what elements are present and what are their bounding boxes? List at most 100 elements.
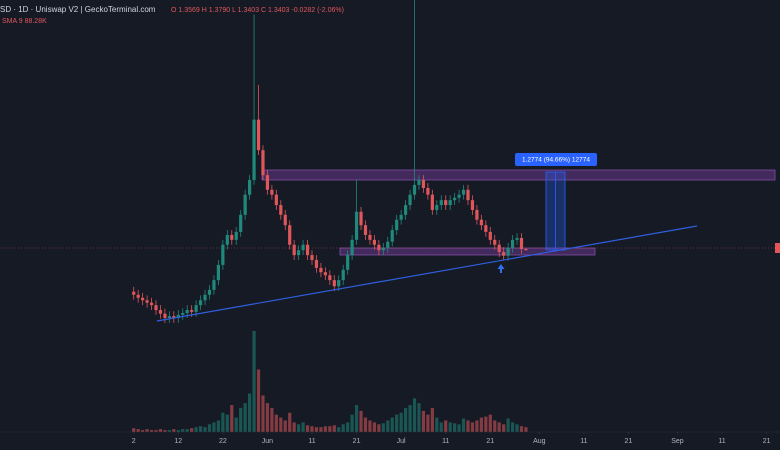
candle-body <box>475 209 479 220</box>
x-tick-label: Jun <box>262 438 273 445</box>
candle-body <box>314 259 319 268</box>
candle-body <box>372 239 376 245</box>
candle-body <box>457 194 461 198</box>
volume-bar <box>524 427 528 432</box>
candle-body <box>136 294 140 298</box>
candle-body <box>524 249 528 251</box>
volume-bar <box>404 407 408 432</box>
candle-body <box>328 275 332 281</box>
candle-body <box>163 313 167 318</box>
candle-body <box>421 180 426 188</box>
volume-bar <box>297 424 301 432</box>
volume-bar <box>386 420 390 432</box>
volume-bar <box>248 393 252 432</box>
volume-bar <box>288 412 292 432</box>
volume-bar <box>515 424 519 432</box>
candle-body <box>149 302 154 306</box>
candle-body <box>234 231 238 240</box>
candle-body <box>274 194 278 206</box>
volume-bar <box>484 416 488 432</box>
volume-bar <box>479 417 483 432</box>
candle-body <box>470 200 475 210</box>
x-tick-label: Jul <box>397 438 406 445</box>
volume-bar <box>502 424 506 432</box>
volume-bar <box>145 429 149 432</box>
candle-body <box>141 297 145 301</box>
volume-bar <box>301 422 305 432</box>
volume-bar <box>185 429 189 432</box>
candle-body <box>198 300 203 306</box>
candle-body <box>399 214 403 220</box>
candle-body <box>158 310 163 314</box>
volume-bar <box>359 410 363 432</box>
candle-body <box>350 239 354 256</box>
candle-body <box>412 184 417 195</box>
volume-bar <box>203 427 207 432</box>
volume-bar <box>412 398 417 432</box>
candle-body <box>292 244 296 256</box>
symbol-header: SD · 1D · Uniswap V2 | GeckoTerminal.com <box>0 5 156 14</box>
candle-body <box>297 250 301 256</box>
volume-bar <box>225 414 229 432</box>
volume-bar <box>510 422 515 432</box>
volume-bar <box>265 403 270 432</box>
volume-bar <box>346 422 350 432</box>
volume-bar <box>292 422 296 432</box>
volume-bar <box>198 426 203 432</box>
candle-body <box>154 305 158 311</box>
candle-body <box>190 310 194 312</box>
candle-body <box>484 225 488 232</box>
volume-bar <box>417 403 421 432</box>
candle-body <box>430 194 434 210</box>
arrow-up <box>497 264 505 273</box>
candle-body <box>506 247 510 256</box>
volume-bar <box>252 330 256 432</box>
volume-bar <box>328 426 332 432</box>
resistance-zone <box>261 169 776 181</box>
candle-body <box>243 194 247 215</box>
candle-body <box>301 244 305 251</box>
x-tick-label: 11 <box>718 438 725 445</box>
candle-body <box>368 234 372 240</box>
volume-bar <box>194 427 198 432</box>
volume-bar <box>461 418 466 432</box>
candle-body <box>248 180 252 195</box>
volume-bar <box>190 428 194 432</box>
candle-body <box>221 244 225 265</box>
candle-body <box>283 214 287 226</box>
x-tick-label: 12 <box>174 438 182 445</box>
candle-body <box>270 189 274 195</box>
volume-bar <box>493 420 497 432</box>
candle-body <box>203 294 207 301</box>
volume-bar <box>453 423 457 432</box>
volume-bar <box>399 412 403 432</box>
x-tick-label: Aug <box>533 438 546 445</box>
candle-body <box>185 310 189 314</box>
candle-body <box>181 313 185 315</box>
candle-body <box>305 244 310 256</box>
volume-bar <box>341 424 345 432</box>
volume-bar <box>350 414 354 432</box>
candle-body <box>319 267 323 273</box>
x-tick-label: 21 <box>486 438 494 445</box>
candle-body <box>426 187 430 195</box>
candle-body <box>435 205 439 210</box>
volume-bar <box>439 422 443 432</box>
candle-body <box>341 269 345 281</box>
volume-bar <box>136 429 140 432</box>
candle-body <box>145 300 149 303</box>
volume-bar <box>506 418 510 432</box>
candle-body <box>444 200 448 206</box>
volume-bar <box>466 420 470 432</box>
volume-bar <box>448 422 452 432</box>
volume-bar <box>279 417 283 432</box>
candle-body <box>207 289 212 295</box>
volume-bar <box>274 414 278 432</box>
volume-bar <box>230 405 234 432</box>
candle-body <box>337 280 341 287</box>
volume-bar <box>390 417 394 432</box>
volume-bar <box>426 414 430 432</box>
x-tick-label: 11 <box>580 438 587 445</box>
